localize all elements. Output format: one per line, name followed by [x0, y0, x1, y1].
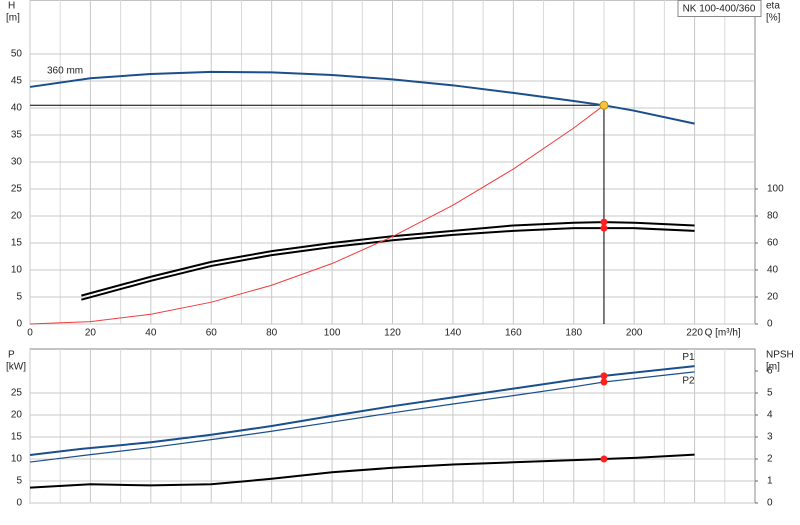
y-unit: [m] [6, 13, 20, 24]
legend-box [677, 0, 762, 17]
y2-label: eta [766, 1, 780, 12]
y-tick-label: 40 [11, 103, 23, 114]
y2-tick-label: 40 [767, 265, 779, 276]
curve [29, 371, 695, 463]
y2-unit: [m] [766, 362, 780, 373]
curve [29, 104, 605, 325]
y2-tick-label: 3 [767, 432, 773, 443]
x-tick-label: 140 [445, 328, 462, 339]
legend-text: NK 100-400/360 [683, 4, 756, 15]
x-tick-label: 100 [324, 328, 341, 339]
y2-tick-label: 5 [767, 388, 773, 399]
y-tick-label: 25 [11, 388, 23, 399]
y-tick-label: 35 [11, 130, 23, 141]
curve [29, 365, 695, 457]
curve-label: P1 [682, 352, 695, 363]
y-tick-label: 5 [16, 476, 22, 487]
x-tick-label: 200 [626, 328, 643, 339]
y2-unit: [%] [766, 13, 781, 24]
x-tick-label: 180 [565, 328, 582, 339]
y2-tick-label: 6 [767, 366, 773, 377]
point-marker [600, 455, 608, 463]
curve-label: 360 mm [47, 66, 83, 77]
y-tick-label: 0 [16, 498, 22, 509]
y2-tick-label: 0 [767, 319, 773, 330]
curve-label: P2 [682, 376, 695, 387]
y-tick-label: 20 [11, 211, 23, 222]
y-tick-label: 10 [11, 265, 23, 276]
y-tick-label: 25 [11, 184, 23, 195]
point-marker [600, 378, 608, 386]
x-tick-label: 40 [145, 328, 157, 339]
y2-tick-label: 2 [767, 454, 773, 465]
y-tick-label: 50 [11, 49, 23, 60]
y-label: P [8, 350, 15, 361]
x-tick-label: 20 [85, 328, 97, 339]
y-unit: [kW] [6, 362, 26, 373]
y2-tick-label: 80 [767, 211, 779, 222]
x-tick-label: 60 [206, 328, 218, 339]
y-tick-label: 5 [16, 292, 22, 303]
point-marker [600, 224, 608, 232]
point-marker [600, 372, 608, 380]
y-tick-label: 0 [16, 319, 22, 330]
y2-tick-label: 0 [767, 498, 773, 509]
y-tick-label: 30 [11, 157, 23, 168]
x-tick-label: 220 [686, 328, 703, 339]
x-label: Q [m³/h] [705, 328, 741, 339]
curve [81, 227, 695, 301]
y-tick-label: 20 [11, 410, 23, 421]
y2-tick-label: 4 [767, 410, 773, 421]
operating-point [599, 100, 609, 110]
x-tick-label: 80 [266, 328, 278, 339]
x-tick-label: 120 [384, 328, 401, 339]
y2-tick-label: 60 [767, 238, 779, 249]
y-label: H [8, 1, 15, 12]
y2-tick-label: 100 [767, 184, 784, 195]
curve [81, 221, 695, 297]
x-tick-label: 160 [505, 328, 522, 339]
x-tick-label: 0 [27, 328, 33, 339]
y-tick-label: 10 [11, 454, 23, 465]
y2-tick-label: 1 [767, 476, 773, 487]
y2-label: NPSH [766, 350, 794, 361]
y-tick-label: 15 [11, 432, 23, 443]
y-tick-label: 15 [11, 238, 23, 249]
y-tick-label: 45 [11, 76, 23, 87]
y2-tick-label: 20 [767, 292, 779, 303]
point-marker [600, 218, 608, 226]
